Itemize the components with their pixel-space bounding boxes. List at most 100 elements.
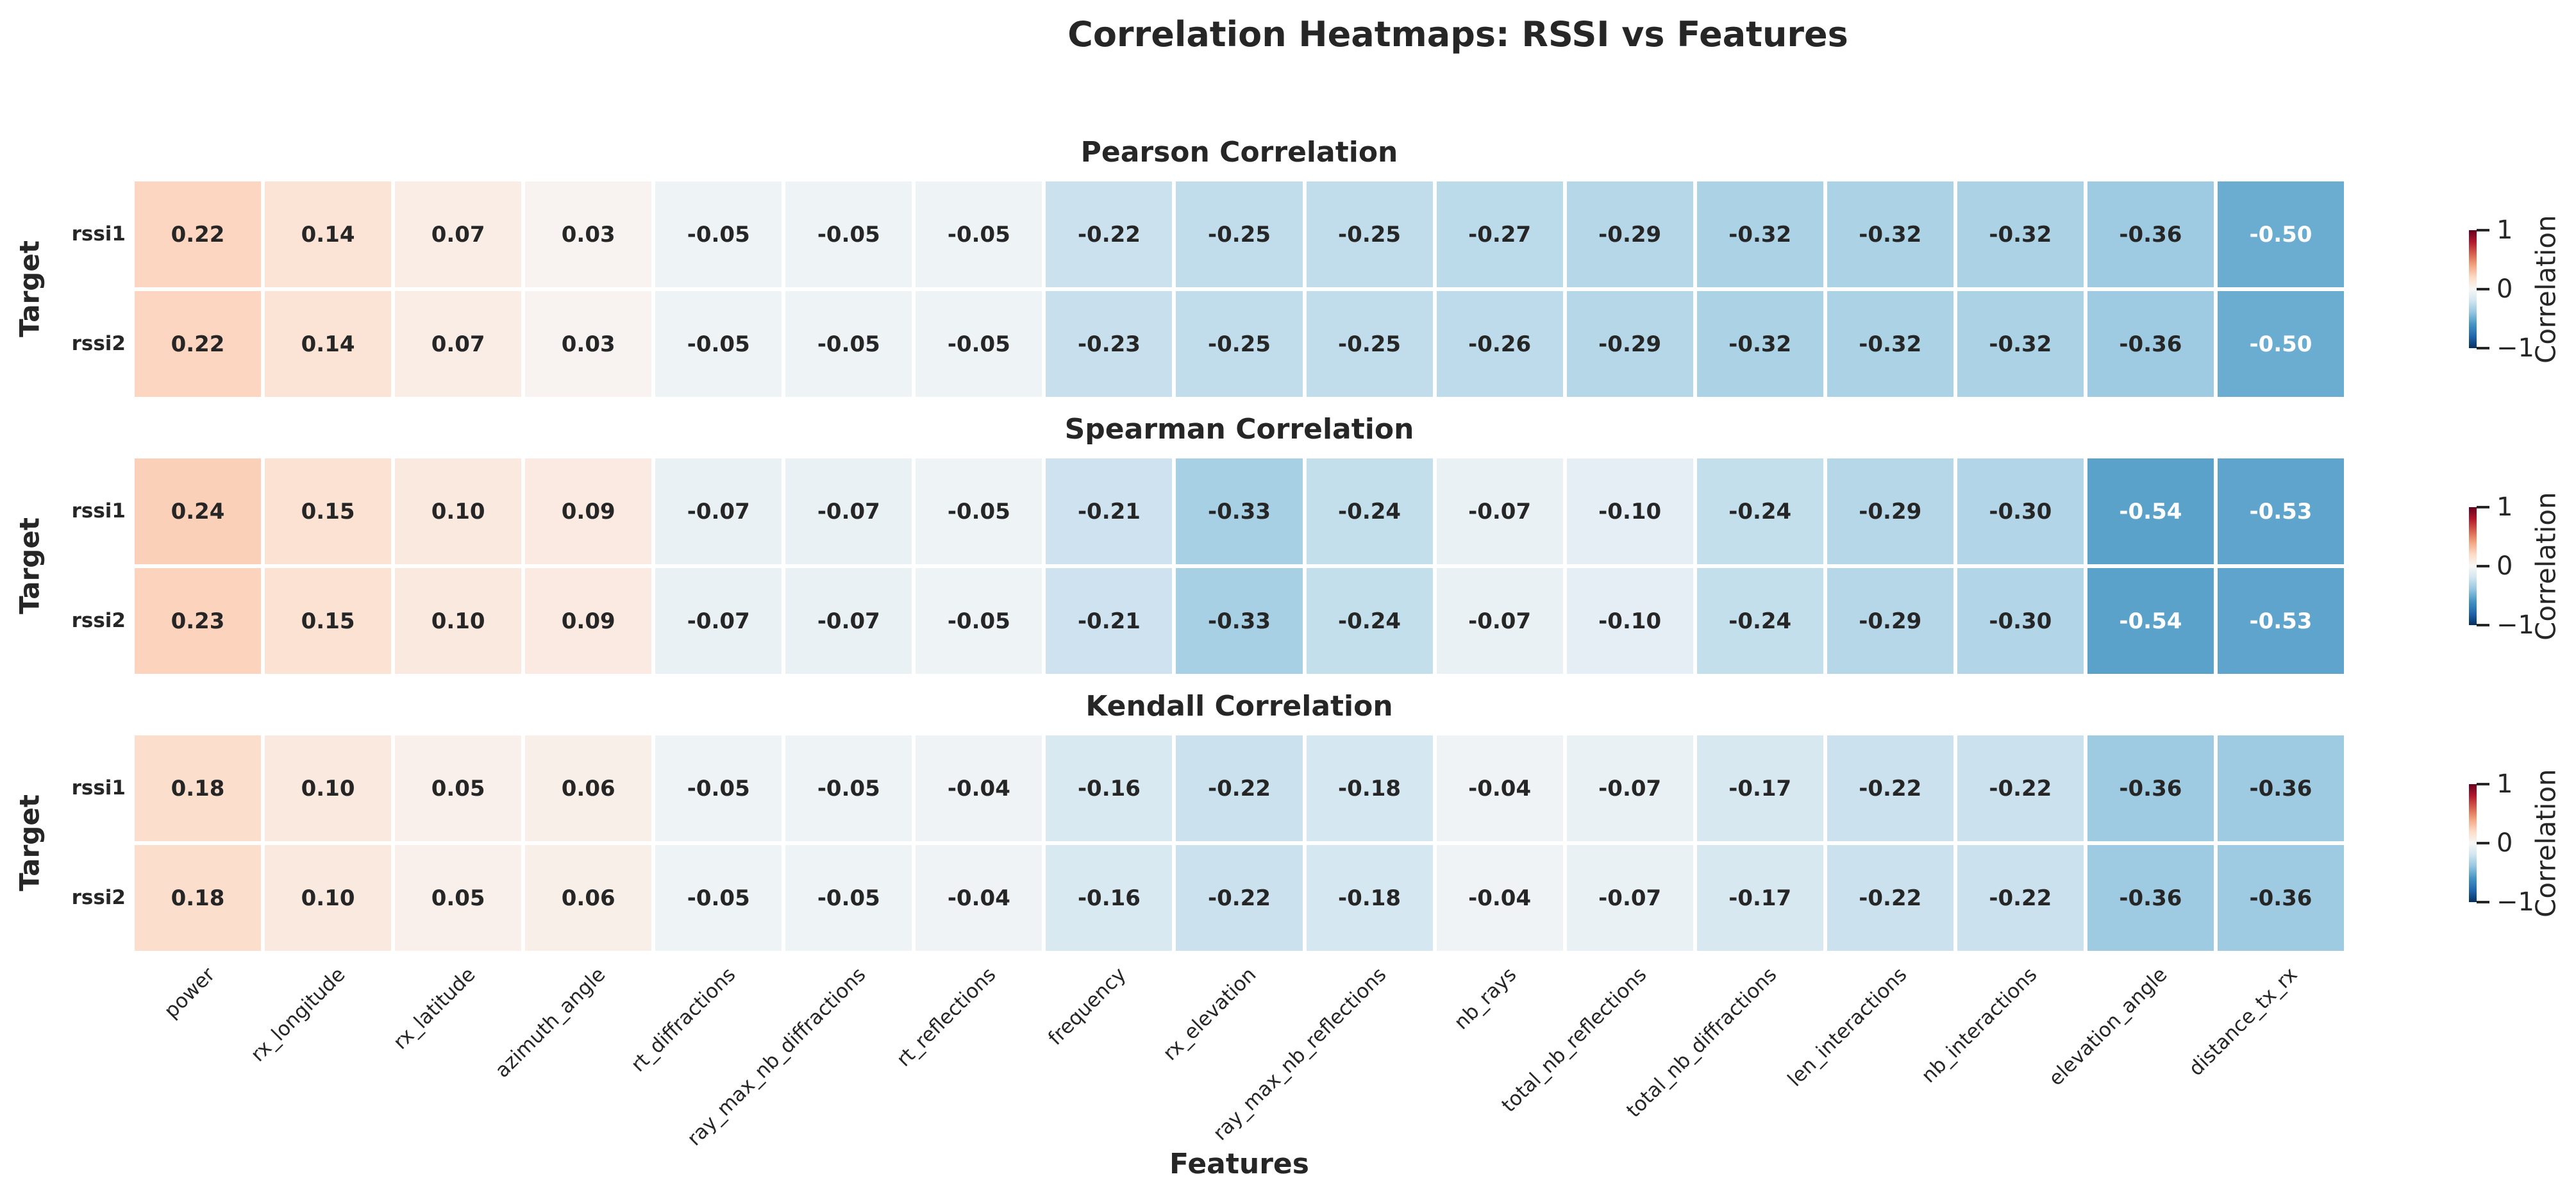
heatmap-cell: -0.26 — [1436, 291, 1563, 397]
heatmap-cell: -0.05 — [655, 735, 782, 841]
heatmap-cell: 0.24 — [135, 458, 262, 564]
heatmap-spearman: 0.24 0.15 0.10 0.09 -0.07 -0.07 -0.05 -0.21 -0.3… — [135, 458, 2344, 674]
ytick-rssi2-pearson: rssi2 — [71, 332, 126, 355]
x-axis-label: Features — [1169, 1148, 1309, 1180]
colorbar-tick — [2477, 288, 2489, 290]
heatmap-cell: -0.32 — [1827, 291, 1953, 397]
ytick-rssi2-kendall: rssi2 — [71, 886, 126, 909]
heatmap-cell: 0.07 — [395, 291, 522, 397]
heatmap-cell: -0.29 — [1827, 458, 1953, 564]
colorbar-ticklabel-0: 0 — [2497, 828, 2513, 858]
colorbar-tick — [2477, 842, 2489, 844]
heatmap-cell: -0.04 — [1436, 735, 1563, 841]
heatmap-cell: 0.10 — [395, 458, 522, 564]
heatmap-cell: -0.53 — [2217, 458, 2344, 564]
figure-title: Correlation Heatmaps: RSSI vs Features — [1067, 14, 1848, 54]
heatmap-cell: -0.22 — [1176, 845, 1303, 951]
heatmap-cell: -0.32 — [1696, 291, 1823, 397]
heatmap-cell: -0.05 — [785, 845, 912, 951]
subplot-title-spearman: Spearman Correlation — [1064, 413, 1414, 446]
heatmap-cell: -0.05 — [916, 181, 1042, 287]
heatmap-cell: -0.05 — [785, 735, 912, 841]
heatmap-cell: -0.04 — [916, 845, 1042, 951]
colorbar-pearson — [2469, 230, 2477, 348]
heatmap-cell: -0.07 — [655, 458, 782, 564]
heatmap-cell: -0.07 — [1436, 458, 1563, 564]
heatmap-cell: -0.33 — [1176, 568, 1303, 674]
colorbar-ticklabel-1: 1 — [2497, 492, 2513, 522]
heatmap-cell: -0.30 — [1957, 458, 2084, 564]
heatmap-cell: -0.07 — [785, 568, 912, 674]
heatmap-cell: -0.29 — [1566, 181, 1693, 287]
heatmap-cell: -0.32 — [1957, 181, 2084, 287]
heatmap-cell: 0.05 — [395, 845, 522, 951]
heatmap-cell: -0.07 — [1436, 568, 1563, 674]
heatmap-cell: -0.53 — [2217, 568, 2344, 674]
heatmap-cell: -0.21 — [1046, 568, 1173, 674]
heatmap-cell: -0.32 — [1696, 181, 1823, 287]
heatmap-cell: -0.05 — [655, 291, 782, 397]
heatmap-cell: 0.23 — [135, 568, 262, 674]
heatmap-cell: -0.36 — [2087, 845, 2214, 951]
heatmap-cell: -0.22 — [1957, 845, 2084, 951]
heatmap-cell: -0.05 — [785, 181, 912, 287]
colorbar-ticklabel-0: 0 — [2497, 274, 2513, 304]
heatmap-cell: 0.10 — [265, 845, 392, 951]
heatmap-cell: 0.14 — [265, 181, 392, 287]
heatmap-pearson: 0.22 0.14 0.07 0.03 -0.05 -0.05 -0.05 -0.22 -0.2… — [135, 181, 2344, 397]
colorbar-label-spearman: Correlation — [2530, 492, 2562, 641]
subplot-title-pearson: Pearson Correlation — [1080, 136, 1398, 169]
heatmap-cell: 0.06 — [525, 845, 652, 951]
heatmap-cell: 0.09 — [525, 458, 652, 564]
heatmap-cell: -0.10 — [1566, 568, 1693, 674]
heatmap-cell: 0.15 — [265, 458, 392, 564]
heatmap-cell: -0.36 — [2217, 735, 2344, 841]
heatmap-cell: -0.23 — [1046, 291, 1173, 397]
heatmap-cell: -0.18 — [1306, 735, 1433, 841]
colorbar-ticklabel-neg1: −1 — [2497, 333, 2534, 363]
heatmap-cell: -0.24 — [1696, 568, 1823, 674]
heatmap-cell: 0.09 — [525, 568, 652, 674]
colorbar-tick — [2477, 347, 2489, 349]
heatmap-cell: -0.22 — [1827, 845, 1953, 951]
heatmap-cell: -0.05 — [916, 568, 1042, 674]
ytick-rssi2-spearman: rssi2 — [71, 609, 126, 632]
heatmap-cell: -0.07 — [655, 568, 782, 674]
heatmap-cell: -0.21 — [1046, 458, 1173, 564]
ytick-rssi1-pearson: rssi1 — [71, 222, 126, 246]
heatmap-cell: 0.10 — [395, 568, 522, 674]
colorbar-spearman — [2469, 507, 2477, 625]
heatmap-cell: -0.24 — [1306, 568, 1433, 674]
heatmap-cell: -0.29 — [1566, 291, 1693, 397]
colorbar-tick — [2477, 506, 2489, 508]
heatmap-cell: 0.18 — [135, 845, 262, 951]
colorbar-ticklabel-1: 1 — [2497, 769, 2513, 799]
heatmap-cell: 0.14 — [265, 291, 392, 397]
heatmap-cell: -0.50 — [2217, 181, 2344, 287]
heatmap-cell: -0.10 — [1566, 458, 1693, 564]
heatmap-cell: -0.54 — [2087, 458, 2214, 564]
heatmap-cell: -0.36 — [2087, 291, 2214, 397]
subplot-title-kendall: Kendall Correlation — [1085, 690, 1393, 723]
heatmap-cell: 0.10 — [265, 735, 392, 841]
heatmap-cell: -0.24 — [1696, 458, 1823, 564]
heatmap-cell: -0.25 — [1306, 181, 1433, 287]
colorbar-tick — [2477, 624, 2489, 626]
colorbar-ticklabel-neg1: −1 — [2497, 887, 2534, 917]
colorbar-tick — [2477, 901, 2489, 903]
heatmap-cell: -0.36 — [2087, 181, 2214, 287]
heatmap-cell: -0.54 — [2087, 568, 2214, 674]
heatmap-cell: -0.30 — [1957, 568, 2084, 674]
colorbar-tick — [2477, 229, 2489, 231]
colorbar-tick — [2477, 783, 2489, 785]
colorbar-label-kendall: Correlation — [2530, 769, 2562, 918]
heatmap-cell: -0.05 — [655, 845, 782, 951]
colorbar-ticklabel-0: 0 — [2497, 551, 2513, 581]
heatmap-cell: -0.07 — [1566, 845, 1693, 951]
heatmap-cell: -0.16 — [1046, 735, 1173, 841]
heatmap-cell: -0.18 — [1306, 845, 1433, 951]
heatmap-cell: 0.22 — [135, 291, 262, 397]
heatmap-cell: -0.04 — [916, 735, 1042, 841]
ytick-rssi1-kendall: rssi1 — [71, 776, 126, 800]
heatmap-cell: -0.17 — [1696, 735, 1823, 841]
